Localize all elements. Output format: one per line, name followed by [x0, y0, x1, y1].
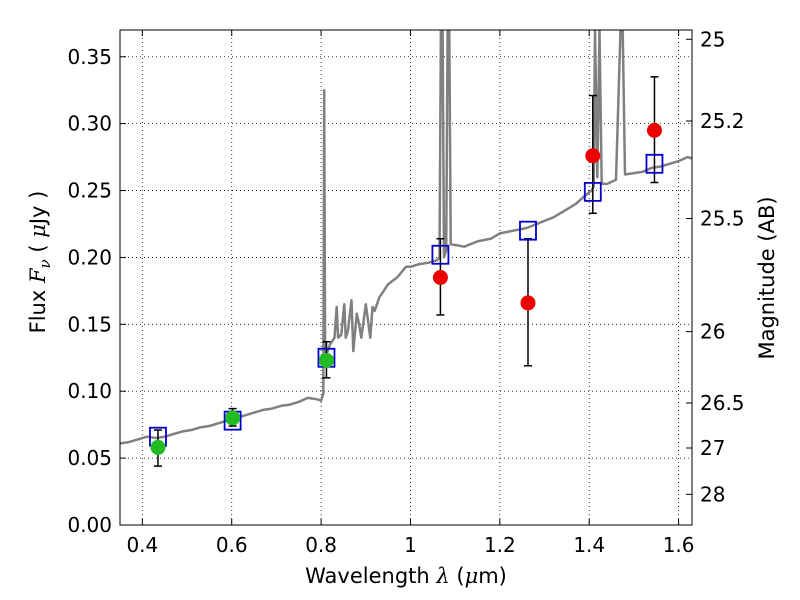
red-data-point [432, 270, 448, 285]
y-tick-label: 0.15 [67, 312, 112, 336]
plot-frame [119, 29, 693, 526]
x-tick-label: 0.4 [126, 533, 158, 557]
model-box-marker [519, 220, 537, 241]
y-tick-label: 0.20 [67, 245, 112, 269]
y2-tick-label: 26 [700, 320, 725, 344]
y2-tick-label: 26.5 [700, 391, 745, 415]
x-tick-label: 0.6 [216, 533, 248, 557]
y2-tick-label: 25.5 [700, 207, 745, 231]
spectrum-layer [120, 30, 692, 445]
grid [120, 30, 692, 525]
y2-tick-label: 28 [700, 482, 725, 506]
y2-tick-label: 27 [700, 436, 725, 460]
ticks: 0.4 0.6 0.8 1 1.2 1.4 1.6 0.00 0.05 0.10 0.15 0.20 0… [67, 27, 744, 557]
x-tick-label: 1.4 [573, 533, 605, 557]
model-box-marker [583, 181, 602, 202]
y-tick-label: 0.05 [67, 446, 112, 470]
green-data-point [225, 410, 241, 426]
x-tick-label: 1.6 [663, 533, 695, 557]
model-box-marker [645, 153, 664, 174]
y-tick-label: 0.25 [67, 179, 112, 203]
point-layer [150, 122, 662, 455]
spectrum-line [120, 30, 692, 445]
x-tick-label: 1.2 [484, 533, 516, 557]
y-tick-label: 0.35 [67, 45, 112, 69]
y2-tick-label: 25 [700, 27, 725, 51]
red-data-point [585, 148, 601, 164]
green-data-point [318, 352, 334, 368]
y-tick-label: 0.00 [67, 513, 112, 537]
plot-area [120, 30, 692, 467]
y2-tick-label: 25.2 [700, 109, 745, 133]
y2-axis-label: Magnitude (AB) [755, 196, 779, 359]
red-data-point [520, 295, 536, 311]
y-tick-label: 0.30 [67, 112, 112, 136]
model-box-marker [431, 244, 450, 265]
x-tick-label: 0.8 [305, 533, 337, 557]
x-tick-label: 1 [404, 533, 417, 557]
y-tick-label: 0.10 [67, 379, 112, 403]
x-axis-label: Wavelength λ (μm) [305, 564, 507, 588]
box-layer [149, 153, 664, 447]
green-data-point [150, 439, 166, 455]
errorbar-layer [153, 76, 659, 467]
red-data-point [646, 122, 662, 138]
y-axis-label: Flux Fν ( μJy ) [26, 191, 54, 334]
